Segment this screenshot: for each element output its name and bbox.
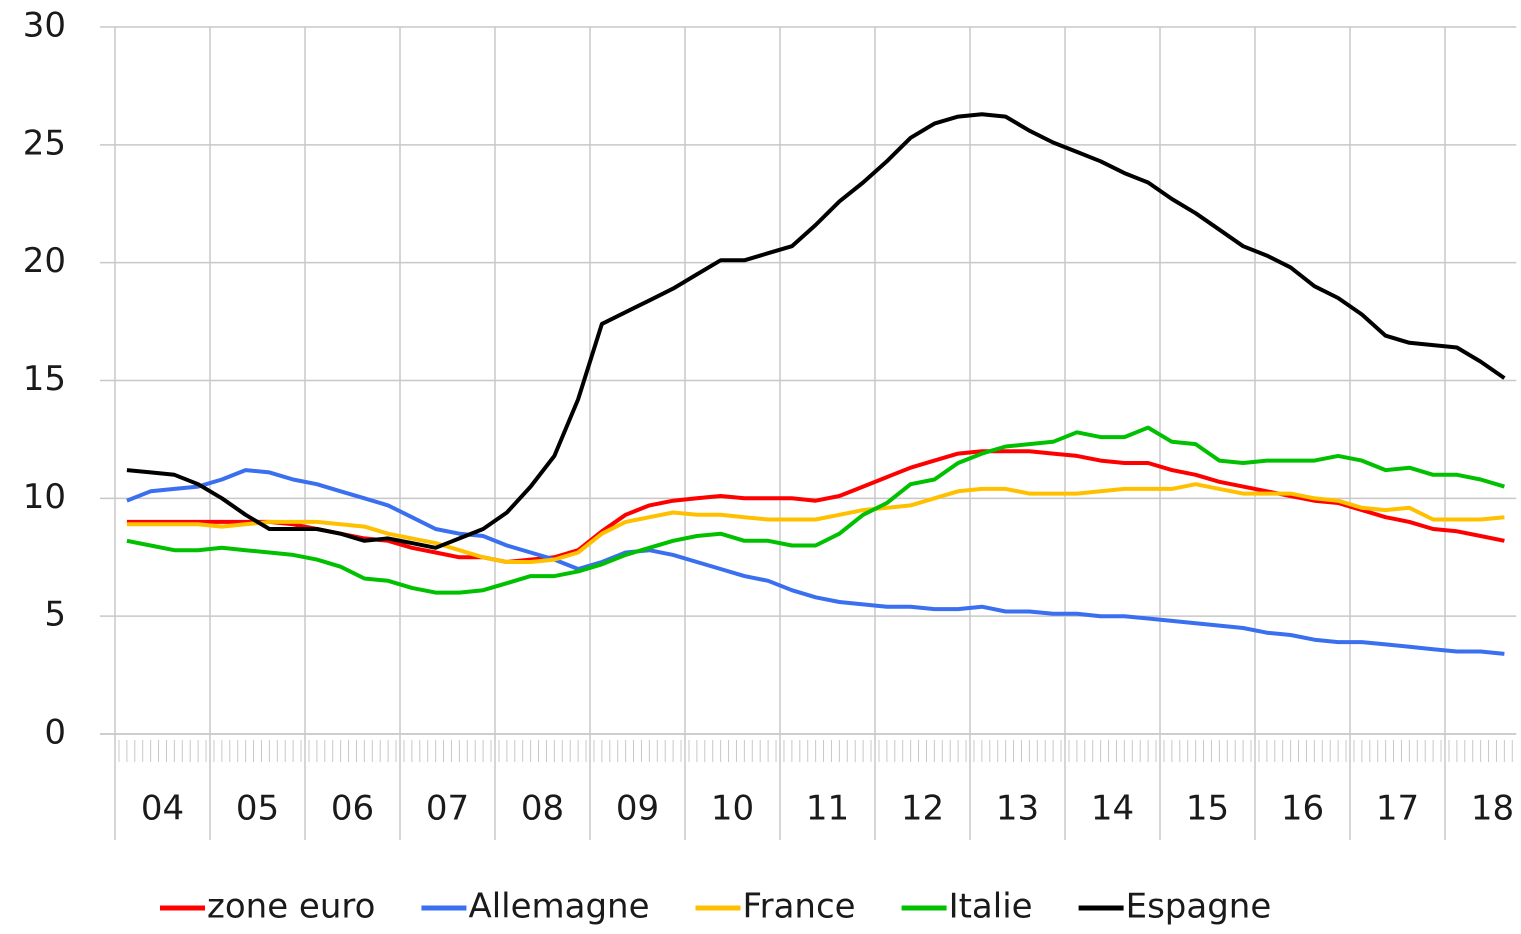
x-tick-label: 04 xyxy=(141,789,184,829)
series-line xyxy=(126,482,1505,564)
x-tick-label: 10 xyxy=(711,789,754,829)
x-tick-label: 18 xyxy=(1471,789,1514,829)
y-tick-label: 10 xyxy=(23,477,66,517)
x-tick-label: 07 xyxy=(426,789,469,829)
x-tick-label: 11 xyxy=(806,789,849,829)
legend-label: Espagne xyxy=(1126,887,1272,927)
y-tick-label: 30 xyxy=(23,6,66,46)
series-line xyxy=(126,425,1505,595)
y-tick-label: 5 xyxy=(44,595,66,635)
x-tick-label: 06 xyxy=(331,789,374,829)
x-tick-label: 17 xyxy=(1376,789,1419,829)
x-tick-label: 05 xyxy=(236,789,279,829)
legend-label: Allemagne xyxy=(468,887,649,927)
series-line xyxy=(126,468,1505,656)
x-tick-label: 13 xyxy=(996,789,1039,829)
legend-label: Italie xyxy=(949,887,1033,927)
y-tick-label: 15 xyxy=(23,359,66,399)
x-tick-label: 09 xyxy=(616,789,659,829)
series-line xyxy=(126,112,1506,550)
y-tick-label: 25 xyxy=(23,123,66,163)
legend-label: zone euro xyxy=(207,887,375,927)
y-tick-label: 20 xyxy=(23,241,66,281)
legend-label: France xyxy=(743,887,856,927)
y-tick-label: 0 xyxy=(44,713,66,753)
x-tick-label: 14 xyxy=(1091,789,1134,829)
x-tick-label: 15 xyxy=(1186,789,1229,829)
x-tick-label: 16 xyxy=(1281,789,1324,829)
x-tick-label: 08 xyxy=(521,789,564,829)
x-tick-label: 12 xyxy=(901,789,944,829)
